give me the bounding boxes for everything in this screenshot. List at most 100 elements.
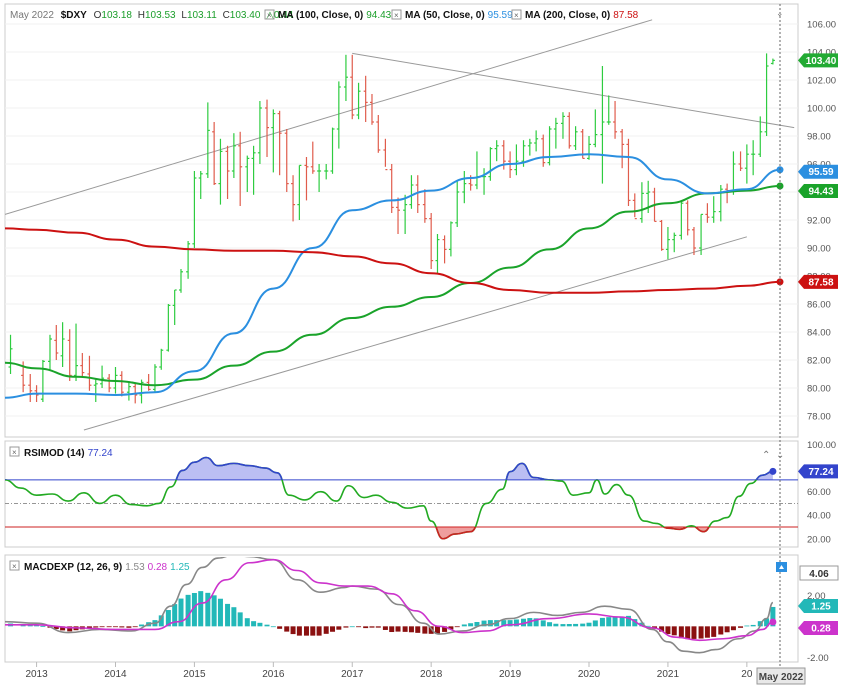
price-bar <box>488 147 493 181</box>
macd-close-icon[interactable] <box>9 560 20 571</box>
macd-histogram-bar <box>343 626 349 628</box>
macd-histogram-bar <box>198 591 204 627</box>
macd-histogram-bar <box>704 626 710 638</box>
price-bar <box>383 138 388 171</box>
rsi-panel <box>4 440 799 548</box>
price-bar <box>573 126 578 150</box>
macd-histogram-bar <box>356 626 362 628</box>
rsi-line <box>5 456 773 540</box>
tag-ma100-bg <box>798 183 838 198</box>
price-bar <box>514 144 519 176</box>
macd-histogram-bar <box>718 626 724 635</box>
macd-histogram-bar <box>481 620 487 627</box>
rsi-tick-label: 20.00 <box>807 534 831 545</box>
price-bar <box>738 151 743 171</box>
price-bar <box>126 381 131 401</box>
macd-histogram-bar <box>448 626 454 630</box>
header-low: 103.11 <box>187 10 217 21</box>
price-bar <box>534 130 539 152</box>
price-bar <box>547 126 552 166</box>
rsi-tick-label: 60.00 <box>807 487 831 498</box>
macd-scale-button[interactable] <box>776 562 787 572</box>
macd-histogram-bar <box>730 626 736 631</box>
trendline <box>83 236 747 431</box>
price-bar <box>751 140 756 176</box>
price-bar <box>620 129 625 169</box>
price-tick-label: 100.00 <box>807 104 836 115</box>
macd-histogram-bar <box>586 622 592 627</box>
macd-histogram-bar <box>487 620 493 627</box>
macd-histogram-bar <box>112 626 118 628</box>
price-bar <box>40 360 45 402</box>
ma200-line <box>5 227 781 294</box>
macd-histogram-bar <box>566 624 572 627</box>
price-bar <box>553 117 558 149</box>
price-bar <box>198 171 203 199</box>
legend-ma50-label: MA (50, Close, 0) <box>405 10 485 21</box>
macd-histogram-bar <box>225 603 231 627</box>
macd-histogram-bar <box>521 618 527 627</box>
svg-text:MA (100, Close, 0)94.43: MA (100, Close, 0) 94.43 <box>278 10 392 21</box>
macd-histogram-bar <box>750 624 756 627</box>
price-bar <box>494 140 499 162</box>
macd-histogram-bar <box>540 620 546 627</box>
price-bar <box>28 374 33 402</box>
price-bar <box>146 374 151 391</box>
x-tick-label: 2019 <box>499 669 522 680</box>
macd-histogram-bar <box>612 617 618 627</box>
price-tick-label: 82.00 <box>807 356 831 367</box>
price-bar <box>691 227 696 255</box>
tag-ma200: 87.58 <box>798 274 838 289</box>
price-panel-controls[interactable]: ⌄ <box>776 8 784 18</box>
macd-signal-line <box>5 558 774 642</box>
price-bar <box>251 145 256 195</box>
legend-ma200[interactable]: × MA (200, Close, 0) 87.58 <box>511 9 639 21</box>
price-bar <box>679 200 684 240</box>
price-bar <box>705 203 710 223</box>
tag-macd-hist-text: 1.25 <box>811 601 831 612</box>
macd-histogram-bar <box>619 617 625 627</box>
header-symbol: $DXY <box>61 10 87 21</box>
legend-ma200-close-icon[interactable] <box>511 9 522 20</box>
price-bar <box>324 164 329 180</box>
header-high: 103.53 <box>145 10 176 21</box>
legend-ma100-close-icon[interactable] <box>264 9 275 20</box>
price-bar <box>159 348 164 370</box>
legend-ma50-close-icon[interactable] <box>391 9 402 20</box>
price-bar <box>699 213 704 255</box>
macd-histogram-bar <box>185 594 191 627</box>
rsi-endpoint <box>769 467 777 475</box>
header-date: May 2022 <box>10 10 54 21</box>
price-bar <box>527 138 532 156</box>
rsi-close-icon[interactable] <box>9 446 20 457</box>
macd-histogram-bar <box>553 623 559 627</box>
rsi-legend[interactable]: × RSIMOD (14) 77.24 <box>9 446 113 459</box>
macd-legend[interactable]: × MACDEXP (12, 26, 9) 1.53 0.28 1.25 <box>9 560 190 573</box>
chevron-up-icon[interactable]: ⌃ <box>762 450 770 461</box>
macd-histogram-bar <box>211 595 217 627</box>
price-bar <box>225 145 230 199</box>
price-bar <box>277 110 282 176</box>
price-bar <box>47 334 52 370</box>
legend-ma100[interactable]: × MA (100, Close, 0) 94.43 <box>264 9 392 21</box>
chevron-down-icon[interactable]: ⌄ <box>776 450 784 461</box>
price-bar <box>178 269 183 293</box>
price-bar <box>455 180 460 227</box>
legend-ma50[interactable]: × MA (50, Close, 0) 95.59 <box>391 9 513 21</box>
price-bar <box>54 325 59 360</box>
tag-macd-max-text: 4.06 <box>809 569 829 580</box>
macd-line <box>5 557 774 654</box>
macd-histogram-bar <box>349 626 355 628</box>
price-bar <box>152 364 157 393</box>
macd-histogram-bar <box>270 626 276 628</box>
x-tick-label: 2020 <box>578 669 601 680</box>
price-bar <box>403 194 408 234</box>
chevron-down-icon[interactable]: ⌄ <box>776 8 784 18</box>
tag-macd-signal-text: 0.28 <box>811 623 831 634</box>
price-bar <box>100 365 105 388</box>
macd-histogram-bar <box>560 624 566 627</box>
price-candles <box>8 53 775 404</box>
price-bar <box>317 164 322 192</box>
